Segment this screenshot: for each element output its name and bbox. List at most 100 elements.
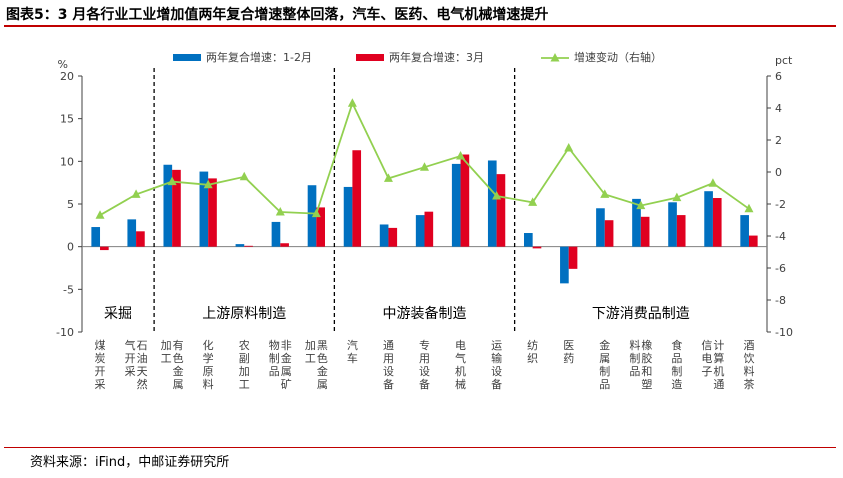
legend-label: 两年复合增速：3月 bbox=[389, 50, 484, 64]
category-label-char: 工 bbox=[305, 352, 316, 365]
category-label-char: 农 bbox=[239, 338, 250, 352]
legend-swatch bbox=[356, 54, 384, 61]
category-label-char: 属 bbox=[173, 378, 184, 391]
bar-march bbox=[496, 174, 506, 247]
category-label-char: 属 bbox=[317, 378, 328, 391]
category-label-char: 备 bbox=[491, 377, 502, 391]
category-label-char: 料 bbox=[743, 364, 754, 378]
category-label-char: 金 bbox=[599, 338, 610, 352]
category-label-char: 油 bbox=[137, 351, 148, 365]
line-point bbox=[167, 176, 177, 186]
bar-jan-feb bbox=[668, 202, 677, 247]
category-label-char: 炭 bbox=[95, 352, 106, 365]
bar-jan-feb bbox=[524, 233, 533, 247]
bar-march bbox=[244, 245, 253, 247]
category-label-char: 金 bbox=[281, 351, 292, 365]
bar-march bbox=[100, 246, 109, 251]
category-label-char: 药 bbox=[563, 352, 574, 365]
left-axis-tick-label: -5 bbox=[63, 283, 74, 296]
line-point bbox=[672, 192, 682, 202]
category-label-char: 和 bbox=[641, 365, 652, 378]
category-label-char: 采 bbox=[95, 378, 106, 391]
category-label-char: 电 bbox=[701, 352, 712, 365]
bar-jan-feb bbox=[487, 160, 497, 247]
category-label-char: 制 bbox=[599, 365, 610, 378]
category-label-char: 金 bbox=[317, 364, 328, 378]
bar-jan-feb bbox=[451, 163, 461, 247]
category-label-char: 属 bbox=[599, 352, 610, 365]
category-label-char: 械 bbox=[455, 377, 466, 391]
line-point bbox=[456, 151, 466, 160]
bottom-rule bbox=[4, 447, 836, 448]
left-axis-tick-label: -10 bbox=[56, 326, 74, 339]
line-point bbox=[528, 197, 538, 206]
category-label-char: 备 bbox=[419, 377, 430, 391]
line-point bbox=[95, 210, 105, 219]
line-point bbox=[275, 207, 285, 216]
right-axis-tick-label: -2 bbox=[775, 198, 786, 211]
bar-march bbox=[712, 198, 722, 247]
bar-jan-feb bbox=[415, 215, 425, 247]
legend-label: 两年复合增速：1-2月 bbox=[206, 50, 312, 64]
category-label-char: 算 bbox=[713, 351, 724, 365]
line-point bbox=[311, 208, 321, 218]
category-label-char: 信 bbox=[701, 339, 712, 352]
left-axis-tick-label: 15 bbox=[60, 113, 74, 126]
line-point bbox=[492, 191, 502, 200]
category-label-char: 料 bbox=[203, 377, 214, 391]
left-axis-tick-label: 10 bbox=[60, 155, 74, 168]
category-label-char: 用 bbox=[383, 352, 394, 365]
category-label-char: 机 bbox=[713, 364, 724, 378]
left-axis-tick-label: 20 bbox=[60, 70, 74, 83]
category-label-char: 化 bbox=[203, 338, 214, 352]
bar-jan-feb bbox=[235, 244, 245, 247]
bar-jan-feb bbox=[127, 219, 137, 247]
category-label-char: 备 bbox=[383, 377, 394, 391]
line-point bbox=[203, 179, 213, 189]
category-label-char: 胶 bbox=[641, 351, 652, 365]
bar-jan-feb bbox=[91, 227, 101, 247]
line-change bbox=[99, 100, 750, 216]
category-label-char: 织 bbox=[527, 352, 538, 365]
line-point bbox=[708, 178, 718, 187]
category-label-char: 品 bbox=[269, 365, 280, 378]
line-point bbox=[636, 200, 646, 210]
bar-march bbox=[172, 169, 181, 247]
category-label-char: 开 bbox=[125, 352, 136, 365]
category-label-char: 医 bbox=[563, 339, 574, 352]
bar-march bbox=[532, 246, 542, 249]
line-point bbox=[347, 98, 357, 107]
category-label-char: 品 bbox=[599, 378, 610, 391]
title-rule bbox=[4, 25, 836, 27]
category-label-char: 汽 bbox=[347, 338, 358, 352]
category-label-char: 石 bbox=[137, 339, 148, 352]
category-label-char: 茶 bbox=[743, 378, 754, 391]
source-note: 资料来源：iFind，中邮证券研究所 bbox=[30, 455, 230, 470]
category-label-char: 料 bbox=[629, 338, 640, 352]
right-axis-tick-label: -4 bbox=[775, 230, 786, 243]
category-label-char: 车 bbox=[347, 351, 358, 365]
category-label-char: 副 bbox=[239, 352, 250, 365]
category-label-char: 通 bbox=[713, 378, 724, 391]
bar-jan-feb bbox=[704, 191, 713, 247]
category-label-char: 酒 bbox=[743, 339, 754, 352]
category-label-char: 品 bbox=[629, 365, 640, 378]
category-label-char: 属 bbox=[281, 365, 292, 378]
segment-label: 中游装备制造 bbox=[383, 305, 467, 322]
bar-march bbox=[136, 231, 145, 247]
bar-march bbox=[568, 246, 578, 269]
category-label-char: 色 bbox=[317, 351, 328, 365]
bar-march bbox=[208, 178, 217, 247]
category-label-char: 原 bbox=[203, 365, 214, 378]
category-label-char: 输 bbox=[491, 351, 502, 365]
line-point bbox=[131, 189, 141, 198]
right-axis-tick-label: 2 bbox=[775, 134, 782, 147]
category-label-char: 天 bbox=[137, 365, 148, 378]
right-axis-tick-label: 4 bbox=[775, 102, 782, 115]
category-label-char: 矿 bbox=[281, 378, 292, 391]
bar-jan-feb bbox=[163, 164, 173, 247]
bar-march bbox=[424, 211, 434, 247]
legend-label: 增速变动（右轴） bbox=[574, 50, 662, 64]
category-label-char: 物 bbox=[269, 338, 280, 352]
category-label-char: 计 bbox=[713, 339, 724, 352]
